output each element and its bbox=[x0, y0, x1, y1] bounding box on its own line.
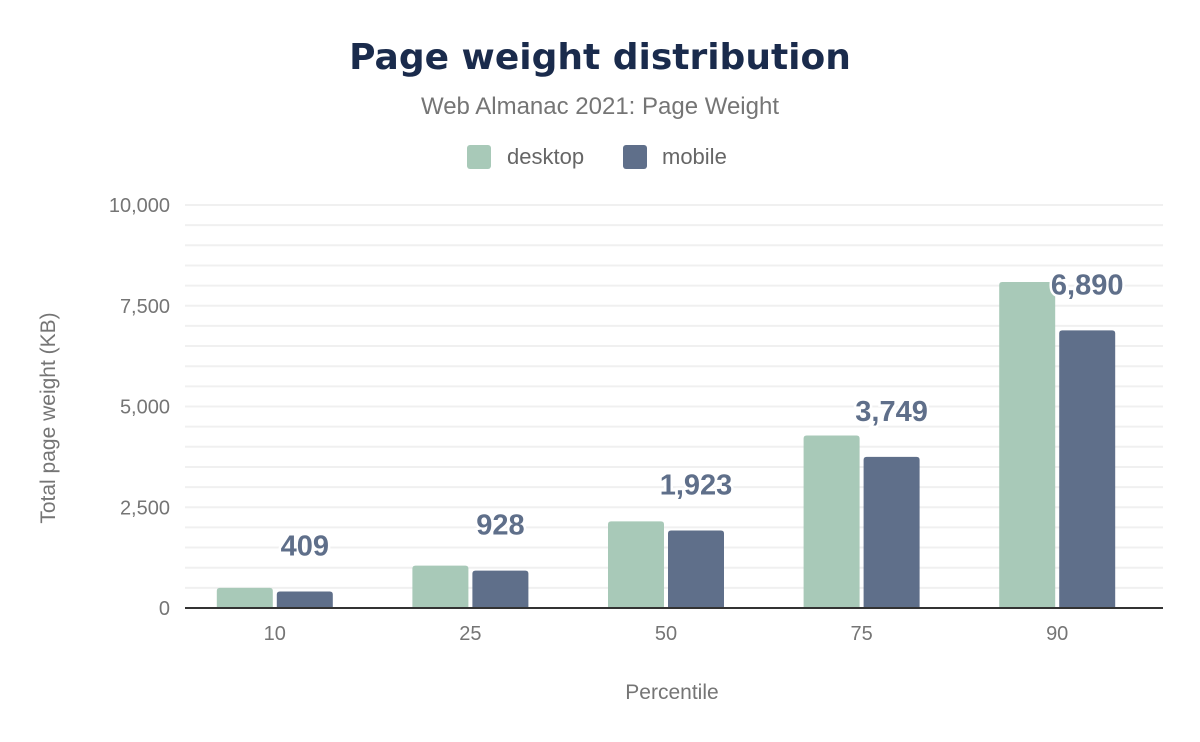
data-label: 928 bbox=[476, 510, 524, 542]
x-tick-label: 50 bbox=[655, 623, 677, 645]
y-tick-label: 0 bbox=[159, 598, 170, 620]
bar-desktop-10[interactable] bbox=[216, 587, 273, 608]
x-axis-label: Percentile bbox=[625, 681, 718, 704]
legend-label: mobile bbox=[662, 144, 727, 169]
legend: desktop mobile bbox=[467, 144, 727, 169]
data-label: 6,890 bbox=[1051, 269, 1124, 301]
data-label: 3,749 bbox=[855, 396, 928, 428]
bar-mobile-90[interactable] bbox=[1059, 330, 1116, 608]
data-label: 1,923 bbox=[660, 470, 733, 502]
y-axis-ticks: 0 2,500 5,000 7,500 10,000 bbox=[109, 195, 170, 620]
y-tick-label: 7,500 bbox=[120, 296, 170, 318]
data-labels: 409 928 1,923 3,749 6,890 bbox=[278, 267, 1126, 565]
chart-subtitle: Web Almanac 2021: Page Weight bbox=[421, 93, 779, 120]
legend-label: desktop bbox=[507, 144, 584, 169]
bars bbox=[216, 281, 1116, 608]
x-tick-label: 10 bbox=[264, 623, 286, 645]
x-tick-label: 90 bbox=[1046, 623, 1068, 645]
bar-mobile-50[interactable] bbox=[668, 530, 724, 608]
bar-desktop-50[interactable] bbox=[608, 521, 664, 608]
bar-desktop-25[interactable] bbox=[412, 565, 469, 608]
legend-item-mobile[interactable]: mobile bbox=[623, 144, 727, 169]
y-tick-label: 10,000 bbox=[109, 195, 170, 217]
x-tick-label: 25 bbox=[459, 623, 481, 645]
legend-item-desktop[interactable]: desktop bbox=[467, 144, 584, 169]
y-axis-label: Total page weight (KB) bbox=[37, 312, 60, 523]
bar-mobile-75[interactable] bbox=[863, 456, 920, 608]
chart-title: Page weight distribution bbox=[349, 37, 851, 78]
data-label: 409 bbox=[281, 531, 329, 563]
bar-desktop-75[interactable] bbox=[803, 435, 860, 608]
legend-swatch bbox=[623, 145, 647, 169]
bar-mobile-25[interactable] bbox=[472, 570, 529, 608]
y-tick-label: 2,500 bbox=[120, 497, 170, 519]
y-tick-label: 5,000 bbox=[120, 397, 170, 419]
legend-swatch bbox=[467, 145, 491, 169]
x-tick-label: 75 bbox=[850, 623, 872, 645]
bar-mobile-10[interactable] bbox=[276, 591, 333, 608]
x-axis-ticks: 10 25 50 75 90 bbox=[264, 623, 1069, 645]
bar-desktop-90[interactable] bbox=[999, 281, 1056, 608]
